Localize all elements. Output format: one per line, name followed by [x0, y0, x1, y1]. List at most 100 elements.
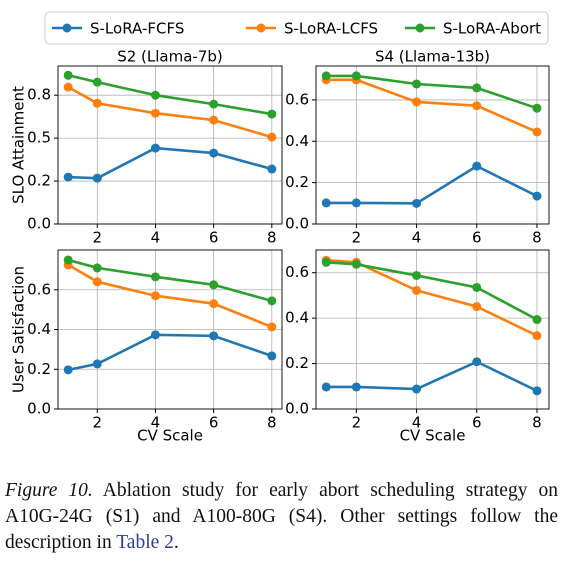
series-line — [67, 85, 273, 139]
series-line — [326, 258, 538, 337]
legend-label: S-LoRA-FCFS — [90, 20, 184, 38]
data-point — [150, 330, 160, 340]
data-point — [267, 296, 277, 306]
y-tick-label: 0.0 — [27, 215, 51, 233]
subplot-title: S4 (Llama-13b) — [375, 48, 490, 66]
y-tick-label: 0.2 — [285, 173, 309, 191]
y-tick-label: 0.2 — [27, 172, 51, 190]
data-point — [412, 270, 422, 280]
caption: Figure 10. Ablation study for early abor… — [5, 478, 558, 556]
y-axis-label: SLO Attainment — [10, 86, 28, 204]
data-point — [267, 109, 277, 119]
data-point — [150, 291, 160, 301]
data-point — [532, 331, 542, 341]
caption-text: Ablation study for early abort schedulin… — [5, 480, 558, 553]
data-point — [472, 83, 482, 93]
data-point — [92, 77, 102, 87]
x-tick-label: 4 — [151, 414, 161, 432]
data-point — [321, 382, 331, 392]
x-tick-label: 4 — [151, 229, 161, 247]
x-tick-label: 6 — [472, 229, 482, 247]
x-tick-label: 8 — [267, 229, 277, 247]
data-point — [351, 382, 361, 392]
caption-end: . — [173, 532, 179, 553]
data-point — [267, 322, 277, 332]
data-point — [209, 331, 219, 341]
data-point — [92, 277, 102, 287]
data-point — [351, 198, 361, 208]
data-point — [532, 127, 542, 137]
y-tick-label: 0.0 — [27, 400, 51, 418]
y-tick-label: 0.0 — [285, 400, 309, 418]
data-point — [63, 365, 73, 375]
x-axis-label: CV Scale — [137, 427, 203, 445]
data-point — [92, 263, 102, 273]
x-tick-label: 2 — [352, 229, 362, 247]
y-axis-label: User Satisfaction — [10, 266, 28, 393]
data-point — [150, 143, 160, 153]
y-tick-label: 0.6 — [27, 280, 51, 298]
plot-frame — [57, 249, 283, 410]
data-point — [532, 191, 542, 201]
x-tick-label: 6 — [472, 414, 482, 432]
data-point — [472, 282, 482, 292]
x-tick-label: 8 — [532, 229, 542, 247]
data-point — [150, 272, 160, 282]
data-point — [150, 108, 160, 118]
data-point — [472, 302, 482, 312]
y-tick-label: 0.5 — [27, 129, 51, 147]
plot-frame — [57, 65, 283, 225]
subplot-title: S2 (Llama-7b) — [117, 48, 223, 66]
data-point — [321, 257, 331, 267]
y-tick-label: 0.6 — [285, 90, 309, 108]
data-point — [209, 299, 219, 309]
data-point — [92, 98, 102, 108]
chart: 0.0 0.2 0.5 0.8 2 4 6 8 S2 (Llama-7b) SLO Attainm… — [10, 11, 550, 445]
series-line — [326, 260, 538, 321]
legend-label: S-LoRA-Abort — [443, 20, 541, 38]
y-tick-label: 0.8 — [27, 86, 51, 104]
data-point — [412, 198, 422, 208]
data-point — [321, 71, 331, 81]
data-point — [267, 351, 277, 361]
legend-marker — [62, 23, 72, 33]
legend-label: S-LoRA-LCFS — [284, 20, 378, 38]
x-tick-label: 4 — [412, 229, 422, 247]
legend-marker — [415, 23, 425, 33]
plot-frame — [315, 65, 550, 225]
x-tick-label: 6 — [209, 414, 219, 432]
data-point — [351, 259, 361, 269]
data-point — [472, 101, 482, 111]
y-tick-label: 0.4 — [285, 132, 309, 150]
y-tick-label: 0.2 — [27, 360, 51, 378]
data-point — [321, 198, 331, 208]
data-point — [92, 359, 102, 369]
series-line — [67, 263, 273, 329]
data-point — [150, 90, 160, 100]
caption-label: Figure 10. — [5, 480, 93, 501]
x-tick-label: 2 — [352, 414, 362, 432]
data-point — [209, 280, 219, 290]
data-point — [92, 173, 102, 183]
y-tick-label: 0.2 — [285, 354, 309, 372]
data-point — [63, 70, 73, 80]
data-point — [472, 161, 482, 171]
data-point — [412, 285, 422, 295]
series-line — [326, 164, 538, 205]
x-tick-label: 4 — [412, 414, 422, 432]
data-point — [267, 132, 277, 142]
data-point — [209, 99, 219, 109]
legend-box — [44, 11, 549, 45]
data-point — [472, 357, 482, 367]
data-point — [412, 97, 422, 107]
x-tick-label: 6 — [209, 229, 219, 247]
data-point — [412, 384, 422, 394]
data-point — [63, 172, 73, 182]
series-line — [68, 146, 273, 180]
data-point — [532, 103, 542, 113]
caption-link[interactable]: Table 2 — [116, 532, 174, 553]
x-tick-label: 8 — [267, 414, 277, 432]
x-tick-label: 2 — [92, 414, 102, 432]
x-tick-label: 8 — [532, 414, 542, 432]
